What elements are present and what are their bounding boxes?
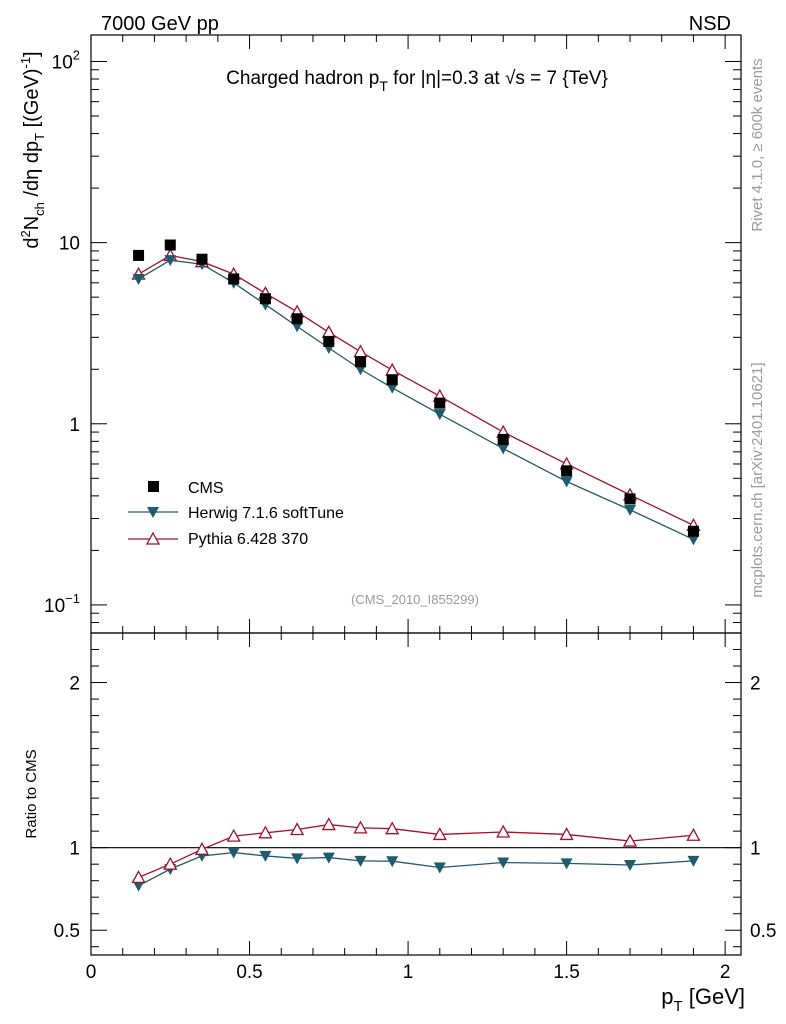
herwig-ratio-point <box>433 862 446 874</box>
pythia-ratio-point <box>226 828 241 842</box>
ratio-y-tick-label-left: 1 <box>69 839 80 860</box>
x-tick-label: 2 <box>720 962 731 983</box>
x-tick-label: 0.5 <box>236 962 262 983</box>
analysis-id: (CMS_2010_I855299) <box>351 592 479 607</box>
pythia-ratio-point <box>131 870 146 884</box>
cms-point <box>323 335 335 347</box>
pythia-ratio-point <box>321 817 336 831</box>
herwig-point <box>497 443 510 455</box>
cms-point <box>561 465 573 477</box>
main-series-layer <box>131 239 701 546</box>
herwig-point <box>433 409 446 421</box>
herwig-point <box>624 504 637 516</box>
herwig-ratio-point <box>687 855 700 867</box>
cms-point <box>434 397 446 409</box>
herwig-point <box>164 255 177 267</box>
ratio-y-tick-label-right: 1 <box>750 839 761 860</box>
svg-text:d2Nch /dη dpT [(GeV)-1]: d2Nch /dη dpT [(GeV)-1] <box>18 51 47 248</box>
ratio-axis-ticks <box>90 633 741 955</box>
main-y-axis-label: d2Nch /dη dpT [(GeV)-1] <box>18 51 47 248</box>
ratio-y-axis-label: Ratio to CMS <box>23 749 40 838</box>
cms-point <box>624 493 636 505</box>
herwig-curve <box>138 259 694 540</box>
herwig-ratio-point <box>227 847 240 859</box>
pythia-ratio-point <box>290 822 305 836</box>
herwig-point <box>560 476 573 488</box>
ratio-y-tick-label-right: 0.5 <box>750 921 776 942</box>
ratio-y-tick-label-left: 0.5 <box>54 921 80 942</box>
pythia-ratio-point <box>686 827 701 841</box>
legend-pythia-marker <box>145 531 161 545</box>
pythia-ratio-point <box>559 827 574 841</box>
pythia-ratio-curve <box>138 823 694 878</box>
legend: CMS Herwig 7.1.6 softTune Pythia 6.428 3… <box>128 480 344 548</box>
x-tick-label: 1.5 <box>553 962 579 983</box>
pythia-ratio-point <box>432 827 447 841</box>
main-y-tick-label: 10 <box>59 234 80 255</box>
pythia-ratio-point <box>385 821 400 835</box>
legend-pythia-label: Pythia 6.428 370 <box>188 531 308 548</box>
ratio-y-tick-label-left: 2 <box>69 674 80 695</box>
main-y-tick-label: 102 <box>52 47 80 73</box>
x-tick-label: 0 <box>86 962 97 983</box>
pythia-ratio-point <box>496 824 511 838</box>
herwig-ratio-point <box>560 858 573 870</box>
legend-herwig-marker <box>147 507 159 518</box>
cms-point <box>386 374 398 386</box>
herwig-ratio-curve <box>138 851 694 887</box>
herwig-ratio-point <box>259 850 272 862</box>
ratio-y-tick-labels: 2 2 1 1 0.5 0.5 <box>54 674 777 943</box>
herwig-ratio-point <box>132 880 145 892</box>
x-tick-labels: 0 0.5 1 1.5 2 <box>86 962 731 983</box>
main-y-tick-label: 10−1 <box>44 591 80 617</box>
chart-title: Charged hadron pT for |η|=0.3 at √s = 7 … <box>226 68 608 94</box>
rivet-version-label: Rivet 4.1.0, ≥ 600k events <box>749 58 766 231</box>
herwig-ratio-point <box>386 856 399 868</box>
legend-cms-marker <box>148 481 159 492</box>
cms-point <box>196 253 208 265</box>
pythia-ratio-point <box>622 833 638 847</box>
cms-point <box>291 313 303 325</box>
ratio-y-tick-label-right: 2 <box>750 674 761 695</box>
x-axis-label: pT [GeV] <box>661 984 745 1015</box>
herwig-point <box>132 273 145 285</box>
process-label: NSD <box>689 13 731 35</box>
cms-point <box>259 293 271 305</box>
herwig-ratio-point <box>322 852 335 864</box>
pythia-ratio-point <box>163 856 178 870</box>
mcplots-label: mcplots.cern.ch [arXiv:2401.10621] <box>749 362 766 597</box>
main-y-tick-labels: 102 10 1 10−1 <box>44 47 80 616</box>
legend-herwig-label: Herwig 7.1.6 softTune <box>188 505 344 522</box>
cms-point <box>497 433 509 445</box>
x-tick-label: 1 <box>403 962 414 983</box>
herwig-ratio-point <box>354 855 367 867</box>
cms-point <box>687 525 699 537</box>
pythia-ratio-point <box>258 825 273 839</box>
pythia-ratio-point <box>353 820 368 834</box>
energy-label: 7000 GeV pp <box>101 13 219 35</box>
pythia-ratio-point <box>194 841 210 855</box>
cms-point <box>164 239 176 251</box>
herwig-point <box>687 534 700 546</box>
cms-point <box>355 356 367 368</box>
herwig-ratio-point <box>497 857 510 869</box>
ratio-series-layer <box>131 817 701 892</box>
ratio-panel-frame <box>90 632 742 956</box>
main-y-tick-label: 1 <box>69 415 80 436</box>
main-axis-ticks <box>90 35 741 634</box>
herwig-point <box>386 382 399 394</box>
legend-cms-label: CMS <box>188 480 224 497</box>
pythia-point <box>385 362 400 376</box>
herwig-ratio-point <box>624 860 637 872</box>
pythia-point <box>321 324 336 338</box>
cms-point <box>228 273 240 285</box>
herwig-ratio-point <box>291 853 304 865</box>
pythia-point <box>353 344 368 358</box>
cms-point <box>133 249 145 261</box>
